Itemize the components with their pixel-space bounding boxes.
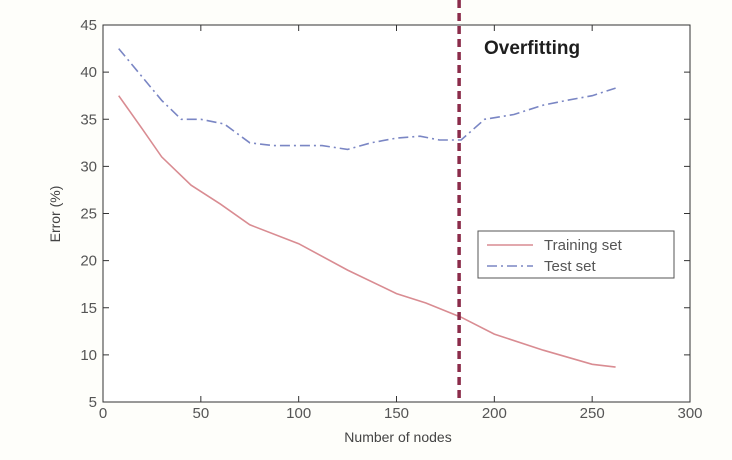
series-layer [118, 48, 616, 368]
x-axis: 0 50 100 150 200 250 300 [99, 25, 703, 422]
y-tick-label: 15 [80, 300, 97, 317]
legend-label-test-set: Test set [544, 258, 597, 275]
y-tick-label: 30 [80, 158, 97, 175]
x-tick-label: 100 [286, 405, 311, 422]
x-axis-label: Number of nodes [344, 429, 451, 445]
x-tick-label: 300 [677, 405, 702, 422]
y-tick-label: 35 [80, 111, 97, 128]
y-tick-label: 40 [80, 64, 97, 81]
y-tick-label: 10 [80, 347, 97, 364]
x-tick-label: 150 [384, 405, 409, 422]
y-axis-label: Error (%) [47, 186, 63, 243]
series-line-test-set [118, 48, 616, 151]
x-tick-label: 50 [192, 405, 209, 422]
y-tick-label: 25 [80, 206, 97, 223]
x-tick-label: 0 [99, 405, 107, 422]
y-tick-label: 5 [89, 394, 97, 411]
y-tick-label: 20 [80, 253, 97, 270]
legend-box [477, 230, 675, 279]
y-tick-label: 45 [80, 17, 97, 34]
y-axis: 5 10 15 20 25 30 35 40 45 [80, 17, 690, 411]
series-line-training-set [118, 95, 616, 368]
legend: Training set Test set [477, 230, 675, 279]
x-tick-label: 250 [580, 405, 605, 422]
legend-label-training-set: Training set [544, 237, 623, 254]
x-tick-label: 200 [482, 405, 507, 422]
overfitting-annotation: Overfitting [484, 38, 580, 59]
plot-area [102, 24, 691, 403]
